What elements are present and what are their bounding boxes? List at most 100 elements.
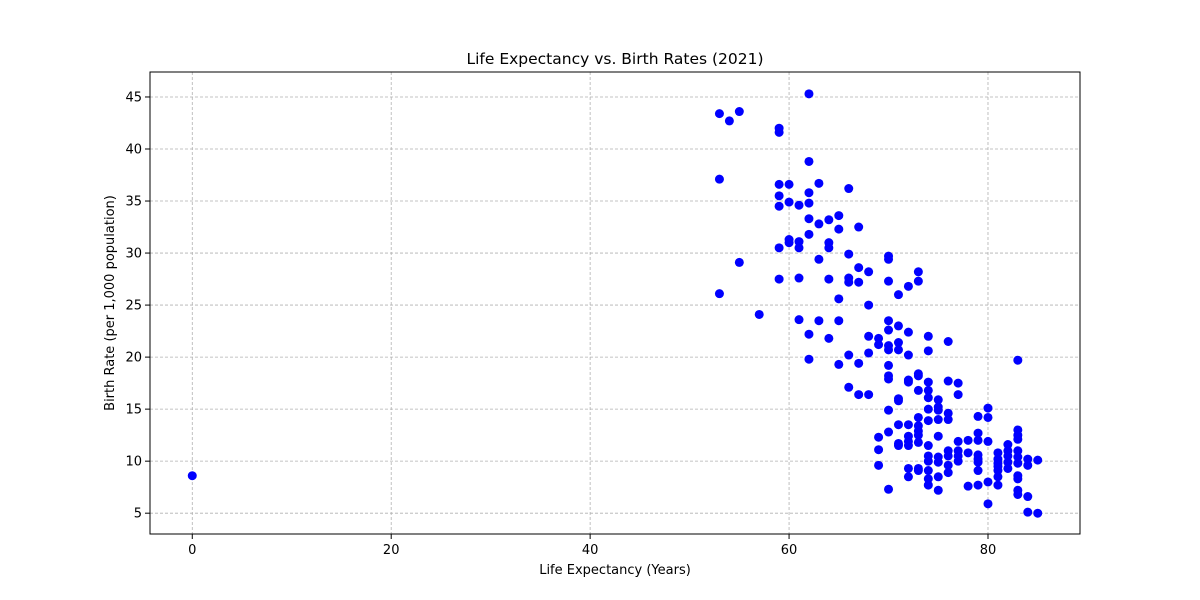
data-point: [893, 345, 903, 355]
x-tick-label: 40: [582, 543, 599, 558]
data-point: [943, 460, 953, 470]
data-point: [784, 238, 794, 248]
data-point: [854, 277, 864, 287]
data-point: [1013, 474, 1023, 484]
data-point: [903, 327, 913, 337]
data-point: [714, 289, 724, 299]
data-point: [913, 430, 923, 440]
data-point: [933, 485, 943, 495]
data-point: [784, 197, 794, 207]
data-point: [804, 156, 814, 166]
data-point: [844, 277, 854, 287]
data-point: [893, 321, 903, 331]
data-point: [973, 466, 983, 476]
data-point: [893, 441, 903, 451]
data-point: [983, 477, 993, 487]
y-tick-label: 35: [125, 195, 142, 210]
data-point: [884, 254, 894, 264]
data-point: [933, 472, 943, 482]
data-point: [993, 466, 1003, 476]
data-point: [903, 472, 913, 482]
data-point: [1023, 460, 1033, 470]
y-tick-label: 40: [125, 143, 142, 158]
y-tick-label: 45: [125, 90, 142, 105]
data-point: [1033, 508, 1043, 518]
data-point: [844, 184, 854, 194]
data-point: [923, 441, 933, 451]
data-point: [714, 174, 724, 184]
y-tick-label: 5: [134, 507, 142, 522]
data-point: [804, 198, 814, 208]
data-point: [913, 412, 923, 422]
data-point: [834, 224, 844, 234]
data-point: [1033, 455, 1043, 465]
data-point: [933, 415, 943, 425]
data-point: [1013, 355, 1023, 365]
data-point: [724, 116, 734, 126]
y-tick-label: 15: [125, 403, 142, 418]
grid-lines: [150, 72, 1080, 534]
data-point: [854, 358, 864, 368]
data-point: [993, 448, 1003, 458]
data-point: [864, 300, 874, 310]
data-point: [893, 338, 903, 348]
data-point: [913, 371, 923, 381]
data-point: [903, 441, 913, 451]
data-point: [923, 474, 933, 484]
data-point: [814, 254, 824, 264]
data-point: [794, 243, 804, 253]
data-point: [893, 396, 903, 406]
data-point: [874, 333, 884, 343]
plot-frame: [149, 71, 1081, 535]
data-point: [884, 276, 894, 286]
x-tick-label: 80: [980, 543, 997, 558]
data-point: [973, 411, 983, 421]
y-tick-label: 10: [125, 455, 142, 470]
data-point: [923, 480, 933, 490]
data-point: [834, 316, 844, 326]
data-point: [983, 412, 993, 422]
data-point: [913, 267, 923, 277]
data-point: [983, 403, 993, 413]
data-point: [804, 354, 814, 364]
data-point: [884, 345, 894, 355]
data-point: [824, 274, 834, 284]
data-point: [923, 377, 933, 387]
data-point: [884, 427, 894, 437]
data-point: [943, 376, 953, 386]
data-point: [893, 290, 903, 300]
x-tick-label: 20: [383, 543, 400, 558]
data-point: [903, 463, 913, 473]
data-point: [784, 179, 794, 189]
data-point: [854, 263, 864, 273]
data-point: [983, 436, 993, 446]
data-point: [1003, 451, 1013, 461]
data-point: [804, 214, 814, 224]
data-point: [903, 350, 913, 360]
data-point: [903, 377, 913, 387]
y-tick-label: 20: [125, 351, 142, 366]
data-point: [774, 201, 784, 211]
data-point: [1023, 492, 1033, 502]
data-point: [953, 378, 963, 388]
data-point: [943, 415, 953, 425]
data-point: [923, 331, 933, 341]
data-point: [774, 179, 784, 189]
data-point: [913, 437, 923, 447]
data-point: [814, 178, 824, 188]
data-point: [834, 359, 844, 369]
data-point: [714, 109, 724, 119]
data-point: [983, 499, 993, 509]
data-point: [824, 333, 834, 343]
data-point: [973, 457, 983, 467]
data-point: [884, 360, 894, 370]
x-axis-label: Life Expectancy (Years): [539, 563, 691, 578]
data-point: [874, 445, 884, 455]
data-point: [913, 276, 923, 286]
data-point: [923, 393, 933, 403]
data-point: [1023, 507, 1033, 517]
data-point: [794, 200, 804, 210]
data-point: [864, 267, 874, 277]
data-point: [884, 374, 894, 384]
